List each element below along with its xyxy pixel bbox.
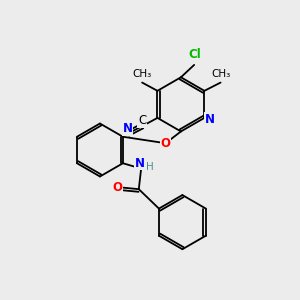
Text: O: O: [112, 181, 122, 194]
Text: N: N: [205, 113, 215, 126]
Text: CH₃: CH₃: [132, 69, 151, 79]
Text: N: N: [135, 157, 145, 170]
Text: O: O: [160, 137, 171, 150]
Text: H: H: [146, 162, 153, 172]
Text: Cl: Cl: [188, 48, 201, 61]
Text: C: C: [138, 114, 146, 127]
Text: N: N: [122, 122, 132, 135]
Text: CH₃: CH₃: [212, 69, 231, 79]
